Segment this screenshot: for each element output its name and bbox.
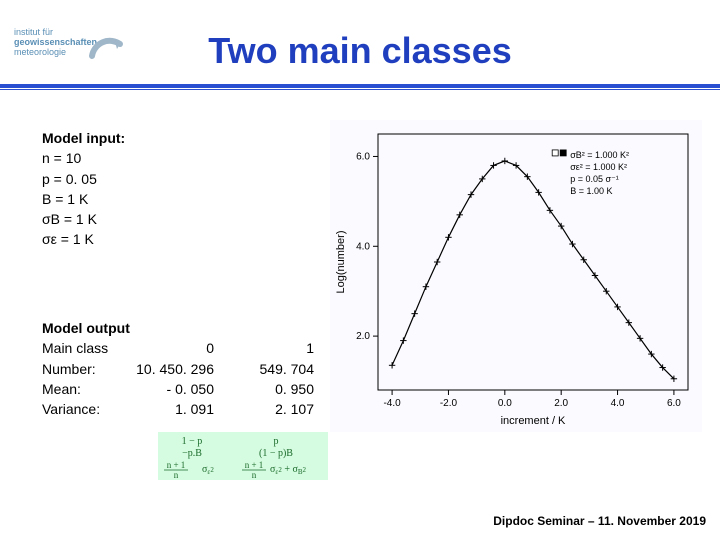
slide-footer: Dipdoc Seminar – 11. November 2019: [493, 514, 706, 528]
formula-text: p: [274, 436, 279, 447]
svg-text:p = 0.05 σ⁻¹: p = 0.05 σ⁻¹: [570, 174, 619, 184]
svg-text:0.0: 0.0: [498, 398, 512, 409]
svg-text:4.0: 4.0: [611, 398, 625, 409]
cell: 1. 091: [134, 399, 234, 419]
histogram-chart: -4.0 -2.0 0.0 2.0 4.0 6.0 2.0 4.0 6.0 increment /…: [330, 120, 702, 432]
formula-text: σε2: [202, 464, 214, 476]
model-input-row: n = 10: [42, 148, 125, 168]
row-label: Mean:: [42, 379, 134, 399]
cell: 10. 450. 296: [134, 359, 234, 379]
table-row: Variance: 1. 091 2. 107: [42, 399, 314, 419]
col-label: Main class: [42, 338, 134, 358]
model-input-row: p = 0. 05: [42, 169, 125, 189]
svg-text:-2.0: -2.0: [440, 398, 458, 409]
formula-text: n + 1: [167, 460, 186, 470]
col-1-header: 1: [234, 338, 314, 358]
svg-text:-4.0: -4.0: [383, 398, 401, 409]
model-input-block: Model input: n = 10 p = 0. 05 B = 1 K σB…: [42, 128, 125, 250]
formula-text: σε2 + σB2: [270, 464, 307, 476]
formula-text: −p.B: [182, 448, 202, 459]
svg-text:increment / K: increment / K: [501, 415, 566, 427]
svg-text:2.0: 2.0: [554, 398, 568, 409]
cell: 549. 704: [234, 359, 314, 379]
model-output-block: Model output Main class 0 1 Number: 10. …: [42, 318, 314, 419]
model-input-row: σB = 1 K: [42, 209, 125, 229]
model-input-row: B = 1 K: [42, 189, 125, 209]
cell: 0. 950: [234, 379, 314, 399]
table-header-row: Main class 0 1: [42, 338, 314, 358]
svg-text:2.0: 2.0: [356, 331, 370, 342]
model-input-header: Model input:: [42, 128, 125, 148]
col-0-header: 0: [134, 338, 234, 358]
svg-text:6.0: 6.0: [667, 398, 681, 409]
svg-text:B = 1.00 K: B = 1.00 K: [570, 186, 612, 196]
formula-text: n: [252, 470, 257, 480]
svg-text:σB² = 1.000 K²: σB² = 1.000 K²: [570, 150, 629, 160]
svg-text:σε² = 1.000 K²: σε² = 1.000 K²: [570, 162, 627, 172]
svg-text:4.0: 4.0: [356, 241, 370, 252]
table-row: Number: 10. 450. 296 549. 704: [42, 359, 314, 379]
formula-box: 1 − p −p.B n + 1 n σε2 p (1 − p)B n + 1 …: [158, 432, 328, 480]
model-input-row: σε = 1 K: [42, 229, 125, 249]
model-output-header: Model output: [42, 318, 314, 338]
cell: - 0. 050: [134, 379, 234, 399]
svg-text:Log(number): Log(number): [335, 231, 347, 294]
formula-text: (1 − p)B: [259, 448, 293, 459]
title-underline: [0, 84, 720, 90]
svg-text:6.0: 6.0: [356, 151, 370, 162]
table-row: Mean: - 0. 050 0. 950: [42, 379, 314, 399]
row-label: Variance:: [42, 399, 134, 419]
cell: 2. 107: [234, 399, 314, 419]
slide-title: Two main classes: [0, 30, 720, 72]
formula-text: 1 − p: [182, 436, 203, 447]
formula-text: n: [174, 470, 179, 480]
row-label: Number:: [42, 359, 134, 379]
formula-text: n + 1: [245, 460, 264, 470]
